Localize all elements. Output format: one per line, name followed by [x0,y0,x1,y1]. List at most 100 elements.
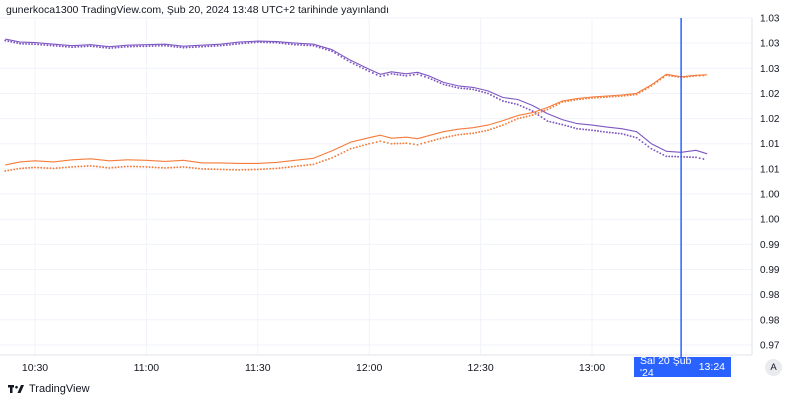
series-dot-3 [393,142,396,145]
series-dot-1 [31,43,33,46]
series-dot-1 [340,55,343,58]
grid-layer [0,17,752,355]
series-dot-1 [241,42,244,45]
series-dot-1 [222,44,225,47]
series-dot-3 [188,166,191,169]
series-dot-1 [204,45,207,48]
series-dot-3 [695,74,697,77]
series-dot-1 [259,41,262,44]
series-dot-3 [513,118,516,121]
series-dot-1 [154,44,157,47]
series-dot-1 [256,41,259,44]
series-dot-1 [151,45,154,47]
series-dot-3 [290,165,293,168]
series-dot-3 [68,166,70,169]
series-dot-1 [662,153,665,156]
series-dot-3 [318,161,321,164]
series-dot-3 [594,96,596,99]
series-dot-1 [528,108,531,111]
series-dot-3 [328,157,330,160]
series-dot-3 [430,139,433,142]
series-dot-1 [13,41,16,44]
series-dot-1 [591,129,593,132]
series-dot-1 [300,44,303,46]
series-dot-3 [13,168,16,171]
series-dot-1 [617,132,620,135]
series-dot-3 [650,84,653,87]
series-dot-3 [160,166,163,169]
series-dot-3 [522,116,525,119]
series-dot-1 [677,155,680,158]
x-tick-label: 10:30 [22,362,48,374]
series-dot-1 [328,49,330,52]
series-dot-1 [689,156,691,159]
auto-scale-button[interactable]: A [765,359,782,376]
series-dot-1 [269,41,272,44]
series-dot-1 [540,116,543,119]
series-dot-3 [611,95,614,98]
series-dot-1 [312,44,315,47]
series-dot-1 [665,155,668,158]
series-dot-3 [173,166,176,169]
series-dot-1 [142,45,145,48]
series-dot-1 [191,46,194,49]
series-dot-3 [349,147,352,150]
series-dot-3 [201,167,204,170]
series-dot-1 [83,45,86,48]
series-dot-3 [436,138,439,141]
series-dot-1 [7,40,10,43]
series-dot-3 [49,167,52,170]
series-dot-1 [579,128,582,130]
series-dot-1 [102,46,105,49]
series-dot-1 [111,46,114,49]
series-dot-1 [510,102,513,105]
series-dot-3 [46,167,49,170]
series-dot-1 [133,45,135,48]
series-dot-1 [412,73,415,76]
series-dot-1 [522,106,525,109]
series-dot-1 [626,134,629,137]
series-dot-3 [92,165,95,168]
series-dot-1 [423,75,426,78]
series-dot-1 [390,72,393,75]
series-dot-3 [22,167,25,170]
series-dot-1 [674,155,677,158]
series-dot-3 [702,74,705,77]
series-dot-3 [692,75,694,78]
series-dot-1 [284,42,287,45]
series-dot-3 [241,168,244,171]
series-dot-1 [620,132,623,135]
series-dot-1 [599,130,602,133]
series-dot-3 [579,98,582,101]
series-dot-1 [250,41,253,44]
series-dot-3 [433,139,436,142]
series-dot-3 [396,142,399,145]
series-dot-1 [145,45,148,48]
series-dot-3 [256,168,259,171]
series-dot-3 [250,168,253,171]
series-dot-3 [481,130,484,133]
series-dot-3 [182,165,185,168]
series-dot-1 [25,42,28,45]
series-dot-3 [157,166,160,169]
series-dot-3 [641,90,644,92]
series-dot-3 [617,95,620,98]
series-dot-3 [576,98,579,101]
series-dot-3 [83,165,86,168]
series-dot-1 [420,74,423,77]
series-dot-3 [510,120,513,123]
series-dot-1 [272,41,275,44]
series-dot-1 [68,45,70,48]
series-dot-1 [160,44,163,47]
series-dot-1 [201,45,204,48]
series-dot-1 [71,46,74,49]
series-dot-3 [77,165,80,168]
series-dot-3 [43,166,46,169]
series-dot-3 [516,117,519,120]
series-dot-3 [80,165,83,168]
series-dot-3 [179,166,182,169]
series-dot-3 [555,104,558,106]
series-dot-1 [686,156,689,158]
series-dot-1 [460,87,463,90]
